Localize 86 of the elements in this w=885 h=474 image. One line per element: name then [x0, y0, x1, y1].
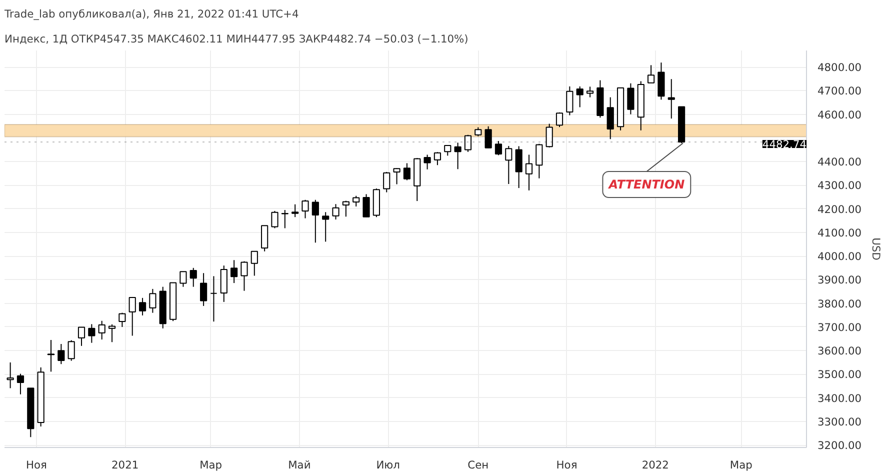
y-tick-label: 3700.00: [818, 320, 862, 334]
candlestick: [271, 210, 278, 229]
y-tick-label: 4000.00: [818, 250, 862, 264]
candlestick: [149, 288, 156, 314]
candlestick: [515, 146, 522, 189]
candlestick: [261, 225, 268, 252]
y-tick-label: 3600.00: [818, 344, 862, 358]
candlestick: [494, 140, 502, 156]
candlestick: [576, 86, 584, 108]
candlestick: [484, 126, 492, 149]
candlestick: [464, 134, 472, 152]
candlestick: [434, 152, 442, 166]
candlestick: [546, 123, 553, 148]
candlestick: [118, 312, 126, 328]
candlestick: [383, 171, 390, 193]
x-tick-label: Мар: [730, 458, 753, 472]
candlestick: [47, 339, 55, 372]
y-axis-title: USD: [870, 238, 883, 260]
candlestick: [230, 260, 238, 284]
candlestick: [362, 194, 370, 218]
candlestick: [647, 64, 655, 84]
y-tick-label: 4400.00: [818, 156, 862, 169]
candlestick: [58, 343, 65, 365]
annotation: ATTENTION: [608, 177, 685, 192]
candlestick: [505, 145, 512, 185]
candlestick: [281, 210, 288, 229]
candlestick: [240, 260, 248, 292]
y-tick-label: 4300.00: [818, 179, 862, 192]
y-tick-label: 4600.00: [818, 108, 862, 122]
candlestick: [332, 204, 340, 220]
candlestick: [606, 96, 614, 140]
candlestick: [16, 373, 24, 395]
chart-subtitle: Индекс, 1Д ОТКР4547.35 МАКС4602.11 МИН4477.95 ЗАКР4482.74 −50.03 (−1.10%): [4, 32, 468, 46]
candlestick: [312, 199, 319, 244]
candlestick: [68, 340, 75, 362]
y-tick-label: 4100.00: [818, 226, 862, 240]
candlestick: [627, 82, 634, 115]
x-tick-label: 2021: [112, 458, 139, 472]
candlestick: [6, 362, 14, 389]
y-tick-label: 3200.00: [818, 439, 862, 452]
candlestick: [190, 267, 197, 288]
y-tick-label: 3400.00: [818, 392, 862, 405]
candlestick: [78, 326, 86, 346]
y-tick-label: 4700.00: [818, 84, 862, 98]
x-tick-label: Ноя: [26, 458, 47, 472]
y-tick-label: 3800.00: [818, 297, 862, 310]
x-tick-label: Июл: [376, 458, 400, 472]
candlestick: [180, 270, 187, 288]
candlestick: [98, 320, 106, 340]
candlestick: [454, 142, 462, 170]
y-tick-label: 3300.00: [818, 416, 862, 429]
y-tick-label: 4200.00: [818, 202, 862, 216]
candlestick: [220, 265, 228, 302]
candlestick: [566, 86, 574, 116]
candlestick: [302, 199, 309, 219]
ref-line-label: 4482.74: [762, 138, 807, 152]
y-tick-label: 3500.00: [818, 368, 862, 382]
x-tick-label: Мар: [200, 458, 222, 472]
candlestick: [138, 297, 146, 316]
y-tick-label: 3900.00: [818, 274, 862, 287]
x-tick-label: Май: [288, 458, 311, 472]
candlestick: [658, 62, 665, 100]
candlestick: [108, 324, 116, 343]
candlestick: [88, 324, 96, 344]
candlestick: [210, 276, 218, 322]
candlestick: [586, 86, 594, 98]
candlestick: [444, 144, 452, 156]
candlestick: [668, 78, 675, 120]
candlestick: [536, 143, 543, 179]
candlestick: [556, 112, 564, 128]
candlestick: [424, 154, 431, 170]
candlestick: [200, 272, 208, 306]
candlestick: [128, 296, 136, 336]
candlestick: [322, 212, 330, 242]
x-tick-label: Сен: [468, 458, 489, 472]
candlestick: [525, 154, 533, 191]
candlestick: [352, 195, 360, 207]
x-tick-label: Ноя: [556, 458, 578, 472]
y-tick-label: 4800.00: [818, 61, 862, 74]
candlestick: [292, 204, 299, 218]
candlestick: [342, 200, 350, 218]
candlestick: [393, 168, 400, 185]
candlestick: [403, 162, 411, 181]
chart-title: Trade_lab опубликовал(а), Янв 21, 2022 01:41 UTC+4: [4, 8, 299, 20]
candlestick: [250, 250, 258, 276]
x-tick-label: 2022: [642, 458, 669, 472]
